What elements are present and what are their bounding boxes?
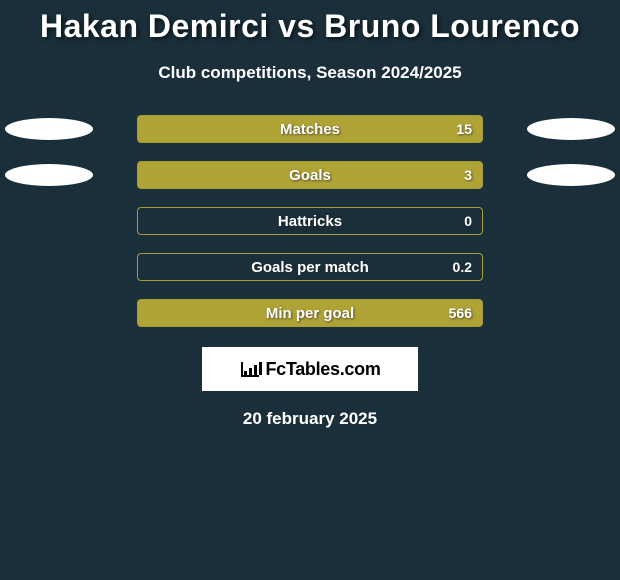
chart-icon: [239, 359, 263, 379]
stat-label: Goals: [138, 162, 482, 188]
player-left-chip: [5, 164, 93, 186]
stat-value: 566: [449, 300, 472, 326]
player-left-chip: [5, 118, 93, 140]
page-title: Hakan Demirci vs Bruno Lourenco: [0, 8, 620, 45]
subtitle: Club competitions, Season 2024/2025: [0, 63, 620, 83]
stat-value: 15: [456, 116, 472, 142]
stat-value: 3: [464, 162, 472, 188]
stat-value: 0.2: [453, 254, 472, 280]
stat-label: Hattricks: [138, 208, 482, 234]
stat-bar: Matches15: [137, 115, 483, 143]
stat-row: Goals per match0.2: [0, 253, 620, 281]
stats-list: Matches15 Goals3 Hattricks0 Goals per match…: [0, 115, 620, 327]
stat-bar: Hattricks0: [137, 207, 483, 235]
stats-card: Hakan Demirci vs Bruno Lourenco Club com…: [0, 0, 620, 429]
player-right-chip: [527, 164, 615, 186]
stat-bar: Goals per match0.2: [137, 253, 483, 281]
logo: FcTables.com: [239, 359, 380, 380]
stat-label: Goals per match: [138, 254, 482, 280]
stat-value: 0: [464, 208, 472, 234]
stat-bar: Goals3: [137, 161, 483, 189]
stat-row: Hattricks0: [0, 207, 620, 235]
player-right-chip: [527, 118, 615, 140]
stat-bar: Min per goal566: [137, 299, 483, 327]
stat-row: Goals3: [0, 161, 620, 189]
logo-box[interactable]: FcTables.com: [202, 347, 418, 391]
stat-row: Matches15: [0, 115, 620, 143]
stat-label: Min per goal: [138, 300, 482, 326]
stat-row: Min per goal566: [0, 299, 620, 327]
stat-label: Matches: [138, 116, 482, 142]
date-text: 20 february 2025: [0, 409, 620, 429]
logo-text: FcTables.com: [265, 359, 380, 380]
